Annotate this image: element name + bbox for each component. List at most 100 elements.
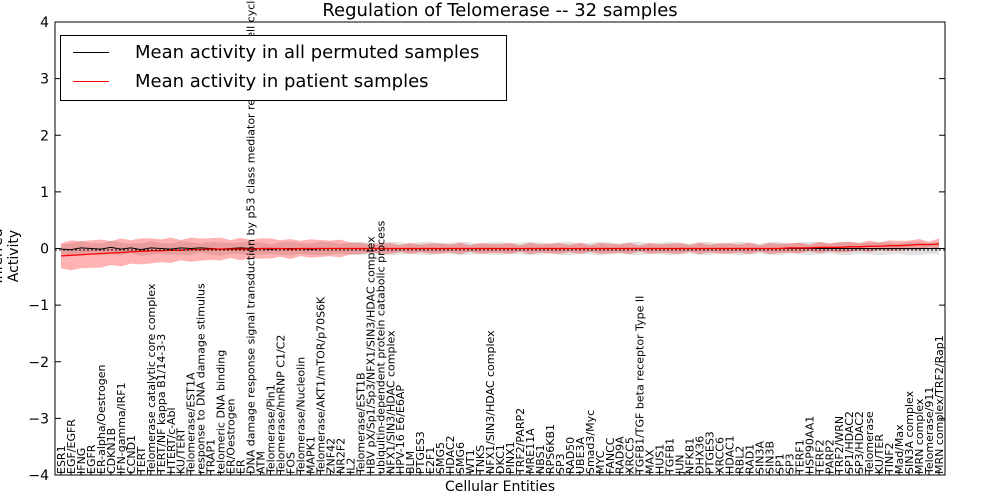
x-tick-label: MYC (594, 450, 607, 474)
legend-swatch-patient (73, 80, 109, 82)
x-tick-label: Smad3/Myc (584, 410, 597, 474)
x-axis-label: Cellular Entities (444, 479, 556, 495)
x-tick-label: telomeric DNA binding (215, 350, 228, 474)
x-tick-label: HTERT/c-Abl (165, 407, 178, 474)
x-tick-label: response to DNA damage stimulus (195, 283, 208, 474)
x-tick-label: DKC1 (494, 444, 507, 474)
x-tick-label: WT1 (464, 449, 477, 474)
x-tick-label: Telomerase (863, 411, 876, 475)
legend-label-patient: Mean activity in patient samples (135, 70, 429, 92)
x-tick-label: MRE11A (524, 428, 537, 474)
legend: Mean activity in all permuted samples Me… (60, 35, 507, 101)
x-tick-label: TRAP1 (205, 439, 218, 475)
x-tick-label: ZNF42 (324, 438, 337, 474)
x-tick-label: Telomerase/911 (923, 387, 936, 475)
x-tick-label: PTGES3 (704, 431, 717, 474)
x-tick-label: IL2 (344, 458, 357, 474)
x-tick-label: E2F1 (424, 447, 437, 474)
x-tick-label: BLM (404, 451, 417, 474)
series-line-patient (60, 243, 940, 257)
x-tick-label: HDAC1 (723, 435, 736, 474)
x-tick-label: XRCC6 (714, 437, 727, 474)
x-tick-label: MAX (644, 449, 657, 474)
x-tick-label: SP1 (773, 453, 786, 474)
x-tick-label: IFNG (75, 448, 88, 474)
x-tick-label: TINF2 (883, 442, 896, 475)
legend-item-patient: Mean activity in patient samples (73, 69, 429, 93)
x-tick-label: SIN3A complex (903, 390, 916, 474)
legend-swatch-permuted (73, 51, 109, 53)
x-tick-label: MRN complex/TRF2/Rap1 (933, 335, 946, 474)
y-tick-label: 2 (40, 128, 49, 144)
x-tick-label: Telomerase/hnRNP C1/C2 (275, 335, 288, 475)
y-axis-label: Inferred Activity (0, 228, 22, 284)
x-tick-label: ER (235, 459, 248, 474)
chart-title: Regulation of Telomerase -- 32 samples (322, 0, 678, 21)
x-tick-label: DHX36 (694, 436, 707, 474)
x-tick-label: Telomerase catalytic core complex (145, 283, 158, 475)
x-tick-label: SIN3B (763, 441, 776, 474)
x-tick-label: RAD9A (614, 436, 627, 474)
x-tick-label: Telomerase/Nucleolin (294, 357, 307, 475)
x-tick-label: HSP90AA1 (803, 416, 816, 474)
y-tick-label: 4 (40, 15, 49, 31)
y-tick-label: 0 (40, 242, 49, 258)
x-tick-label: TERF1 (793, 439, 806, 475)
x-tick-label: EGFR (85, 444, 98, 474)
x-tick-label: TRF2/WRN (833, 416, 846, 475)
x-tick-label: EGF/EGFR (65, 419, 78, 474)
x-tick-label: HBV pX/Sp1/Sp3/NFX1/SIN3/HDAC complex (364, 236, 377, 474)
x-tick-label: TERT/NF kappa B1/14-3-3 (155, 334, 168, 475)
x-tick-label: ER/Oestrogen (225, 398, 238, 474)
x-tick-label: Mad/Max (893, 424, 906, 474)
x-tick-label: NFX1/SIN3/HDAC complex (384, 330, 397, 474)
x-tick-label: DNA damage response signal transduction … (245, 0, 258, 474)
x-tick-label: IFN-gamma/IRF1 (115, 382, 128, 474)
x-tick-label: TRF2/PARP2 (514, 408, 527, 475)
x-tick-label: FANCC (604, 437, 617, 474)
x-tick-label: RPS6KB1 (544, 424, 557, 474)
x-tick-label: HPV-16 E6/E6AP (394, 385, 407, 474)
legend-label-permuted: Mean activity in all permuted samples (135, 41, 480, 63)
x-tick-label: FOS (284, 452, 297, 474)
x-tick-label: SP1/HDAC2 (843, 411, 856, 474)
y-tick-label: −4 (28, 468, 49, 484)
x-tick-label: KU/TER (873, 434, 886, 474)
x-tick-label: NFX1/SIN3/HDAC complex (484, 330, 497, 474)
x-tick-label: SMG5 (434, 442, 447, 474)
band-patient (61, 237, 939, 271)
x-tick-label: SIN3A (753, 441, 766, 474)
x-tick-label: PINX1 (504, 441, 517, 474)
x-tick-label: PTGES3 (414, 431, 427, 474)
x-tick-label: MRN complex (913, 398, 926, 474)
x-tick-label: Telomerase/EST1B (354, 372, 367, 475)
y-tick-label: −1 (28, 298, 49, 314)
x-tick-label: ER-alpha/Oestrogen (95, 364, 108, 474)
y-tick-label: −3 (28, 411, 49, 427)
x-tick-label: NBS1 (534, 444, 547, 474)
x-tick-label: RBL2 (733, 446, 746, 474)
y-tick-label: 3 (40, 72, 49, 88)
x-tick-label: NFKB1 (684, 438, 697, 474)
x-tick-label: UBE3A (574, 436, 587, 474)
x-tick-label: CDKN1B (105, 428, 118, 474)
x-tick-label: MAPK1 (304, 436, 317, 474)
x-tick-label: PARP2 (823, 439, 836, 474)
x-tick-label: HUS1 (654, 444, 667, 474)
x-tick-label: Telomerase/EST1A (185, 372, 198, 475)
x-tick-label: SP3 (783, 453, 796, 474)
legend-item-permuted: Mean activity in all permuted samples (73, 40, 479, 64)
x-tick-label: SP3/HDAC2 (853, 411, 866, 474)
x-tick-label: TGFB1/TGF beta receptor Type II (634, 296, 647, 475)
x-tick-label: TNKS (474, 445, 487, 475)
x-tick-label: TGFB1 (664, 438, 677, 475)
x-tick-label: RAD1 (743, 444, 756, 474)
y-tick-label: −2 (28, 355, 49, 371)
x-tick-label: NR2F2 (334, 438, 347, 474)
x-tick-label: HDAC2 (444, 435, 457, 474)
x-tick-label: JUN (674, 454, 687, 475)
x-tick-label: RAD50 (564, 437, 577, 474)
x-tick-label: ESR1 (55, 445, 68, 474)
x-tick-label: XRCC5 (624, 437, 637, 474)
x-tick-label: SMG6 (454, 442, 467, 474)
